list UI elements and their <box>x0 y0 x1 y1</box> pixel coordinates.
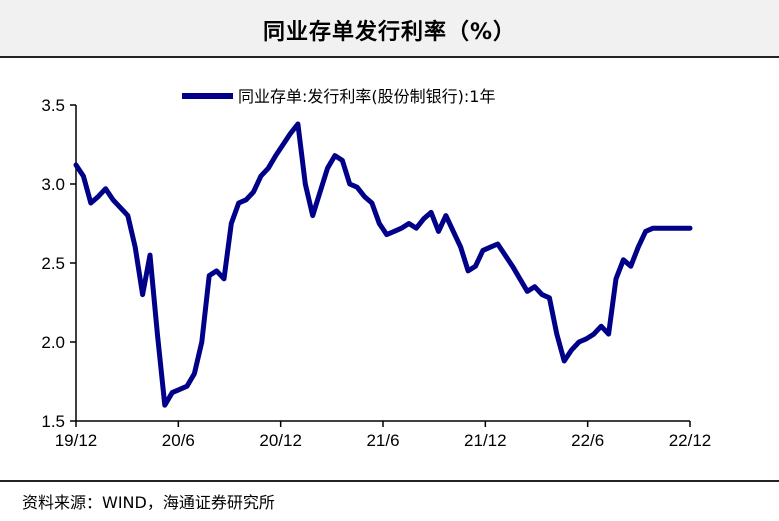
x-tick-label: 21/12 <box>464 431 507 450</box>
x-tick-label: 20/6 <box>162 431 195 450</box>
chart-title: 同业存单发行利率（%） <box>262 20 517 45</box>
source-note: 资料来源：WIND，海通证券研究所 <box>22 493 275 512</box>
line-chart: 1.5 2.0 2.5 3.0 3.5 19/12 20/6 20/12 21/6 21/12 2… <box>41 87 712 450</box>
x-tick-label: 21/6 <box>366 431 399 450</box>
title-bar <box>0 0 779 58</box>
y-tick-label: 3.0 <box>41 175 65 194</box>
legend-label: 同业存单:发行利率(股份制银行):1年 <box>238 87 495 106</box>
y-tick-label: 2.0 <box>41 333 65 352</box>
source-divider <box>0 480 779 482</box>
series-line <box>73 121 693 408</box>
x-tick-label: 20/12 <box>259 431 302 450</box>
legend: 同业存单:发行利率(股份制银行):1年 <box>182 87 495 106</box>
x-tick-label: 22/6 <box>571 431 604 450</box>
x-ticks: 19/12 20/6 20/12 21/6 21/12 22/6 22/12 <box>55 421 712 450</box>
y-tick-label: 2.5 <box>41 254 65 273</box>
series-layer <box>73 121 693 408</box>
y-tick-label: 3.5 <box>41 96 65 115</box>
y-tick-label: 1.5 <box>41 412 65 431</box>
x-tick-label: 19/12 <box>55 431 98 450</box>
x-tick-label: 22/12 <box>669 431 712 450</box>
y-ticks: 1.5 2.0 2.5 3.0 3.5 <box>41 96 76 431</box>
